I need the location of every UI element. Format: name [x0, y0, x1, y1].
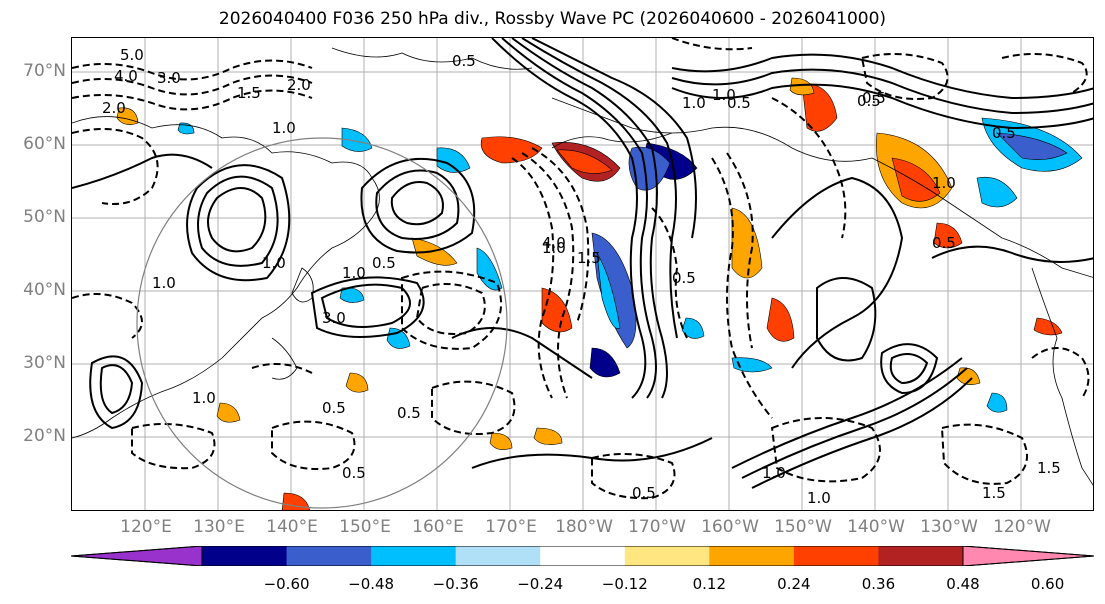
lon-label-170e: 170°E [485, 517, 537, 537]
colorbar-tick-label: 0.24 [777, 575, 811, 593]
contour-label: 4.0 [114, 67, 138, 85]
lon-label-120w: 120°W [993, 517, 1051, 537]
solid-contours [72, 38, 1093, 489]
contour-label: 0.5 [452, 52, 476, 70]
contour-label: 5.0 [120, 46, 144, 64]
colorbar-segments [71, 546, 1094, 566]
contour-label: 0.5 [727, 94, 751, 112]
lon-label-160e: 160°E [412, 517, 464, 537]
contour-label: 0.5 [862, 89, 886, 107]
colorbar-segment [202, 546, 288, 566]
lon-label-170w: 170°W [628, 517, 686, 537]
contour-label: 1.5 [982, 484, 1006, 502]
contour-label: 0.5 [672, 269, 696, 287]
colorbar-extend-high [963, 546, 1094, 566]
contour-label: 0.5 [397, 404, 421, 422]
colorbar-segment [455, 546, 541, 566]
contour-label: 1.0 [152, 274, 176, 292]
contour-label: 1.0 [762, 464, 786, 482]
colorbar-segment [286, 546, 372, 566]
colorbar-segment [371, 546, 457, 566]
colorbar-tick-label: 0.60 [1030, 575, 1065, 593]
colorbar-tick-label: 0.12 [692, 575, 727, 593]
contour-label: 2.0 [287, 76, 311, 94]
dashed-contours [72, 38, 1090, 500]
map-title: 2026040400 F036 250 hPa div., Rossby Wav… [218, 9, 887, 29]
lon-label-180w: 180°W [555, 517, 613, 537]
contour-label: 1.0 [272, 119, 296, 137]
lat-label-40n: 40°N [23, 280, 66, 300]
contour-label: 2.0 [102, 99, 126, 117]
lon-label-130e: 130°E [193, 517, 245, 537]
colorbar-tick-label: −0.12 [601, 575, 648, 593]
lon-label-150w: 150°W [774, 517, 832, 537]
contour-label: 0.5 [342, 464, 366, 482]
map-panel: 5.0 4.0 3.0 2.0 1.5 1.0 0.5 3.0 1.0 0.5 … [71, 37, 1094, 511]
graticule [72, 38, 1093, 510]
contour-label: 1.0 [192, 389, 216, 407]
colorbar-tick-label: 0.36 [861, 575, 896, 593]
colorbar-tick-label: −0.48 [348, 575, 395, 593]
colorbar-segment [624, 546, 710, 566]
colorbar-segment [793, 546, 879, 566]
contour-label: 0.5 [372, 254, 396, 272]
contour-label: 1.0 [682, 94, 706, 112]
contour-label: 0.5 [632, 484, 656, 502]
contour-label: 4.0 [542, 234, 566, 252]
colorbar-segment [540, 546, 626, 566]
contour-label: 0.5 [992, 124, 1016, 142]
lat-label-60n: 60°N [23, 134, 66, 154]
contour-label: 3.0 [157, 69, 181, 87]
colorbar-segment [709, 546, 795, 566]
colorbar-tick-label: −0.36 [432, 575, 479, 593]
contour-label: 0.5 [932, 234, 956, 252]
lon-label-140w: 140°W [847, 517, 905, 537]
contour-label: 1.5 [237, 84, 261, 102]
contour-label: 1.0 [712, 86, 736, 104]
contour-label: 0.5 [322, 399, 346, 417]
colorbar-tick-label: 0.48 [946, 575, 980, 593]
contour-label: 0.5 [857, 92, 881, 110]
colorbar [71, 546, 1094, 566]
lat-label-50n: 50°N [23, 207, 66, 227]
lat-label-20n: 20°N [23, 426, 66, 446]
lon-label-140e: 140°E [266, 517, 318, 537]
lat-label-70n: 70°N [23, 61, 66, 81]
contour-label: 1.0 [807, 489, 831, 507]
reference-circle [136, 137, 508, 509]
contour-label: 1.0 [342, 264, 366, 282]
colorbar-tick-label: −0.60 [263, 575, 310, 593]
map-svg: 5.0 4.0 3.0 2.0 1.5 1.0 0.5 3.0 1.0 0.5 … [72, 38, 1093, 510]
colorbar-extend-low [71, 546, 202, 566]
lon-label-130w: 130°W [920, 517, 978, 537]
contour-labels: 5.0 4.0 3.0 2.0 1.5 1.0 0.5 3.0 1.0 0.5 … [102, 46, 1061, 507]
colorbar-segment [878, 546, 964, 566]
lon-label-150e: 150°E [339, 517, 391, 537]
contour-label: 1.0 [932, 174, 956, 192]
lon-label-160w: 160°W [701, 517, 759, 537]
lon-label-120e: 120°E [120, 517, 172, 537]
contour-label: 1.5 [577, 249, 601, 267]
contour-label: 3.0 [322, 309, 346, 327]
contour-label: 1.0 [542, 239, 566, 257]
contour-label: 1.0 [262, 254, 286, 272]
lat-label-30n: 30°N [23, 353, 66, 373]
colorbar-tick-label: −0.24 [517, 575, 564, 593]
coastlines [72, 47, 1093, 486]
divergence-shading [116, 77, 1083, 510]
contour-label: 1.5 [1037, 459, 1061, 477]
